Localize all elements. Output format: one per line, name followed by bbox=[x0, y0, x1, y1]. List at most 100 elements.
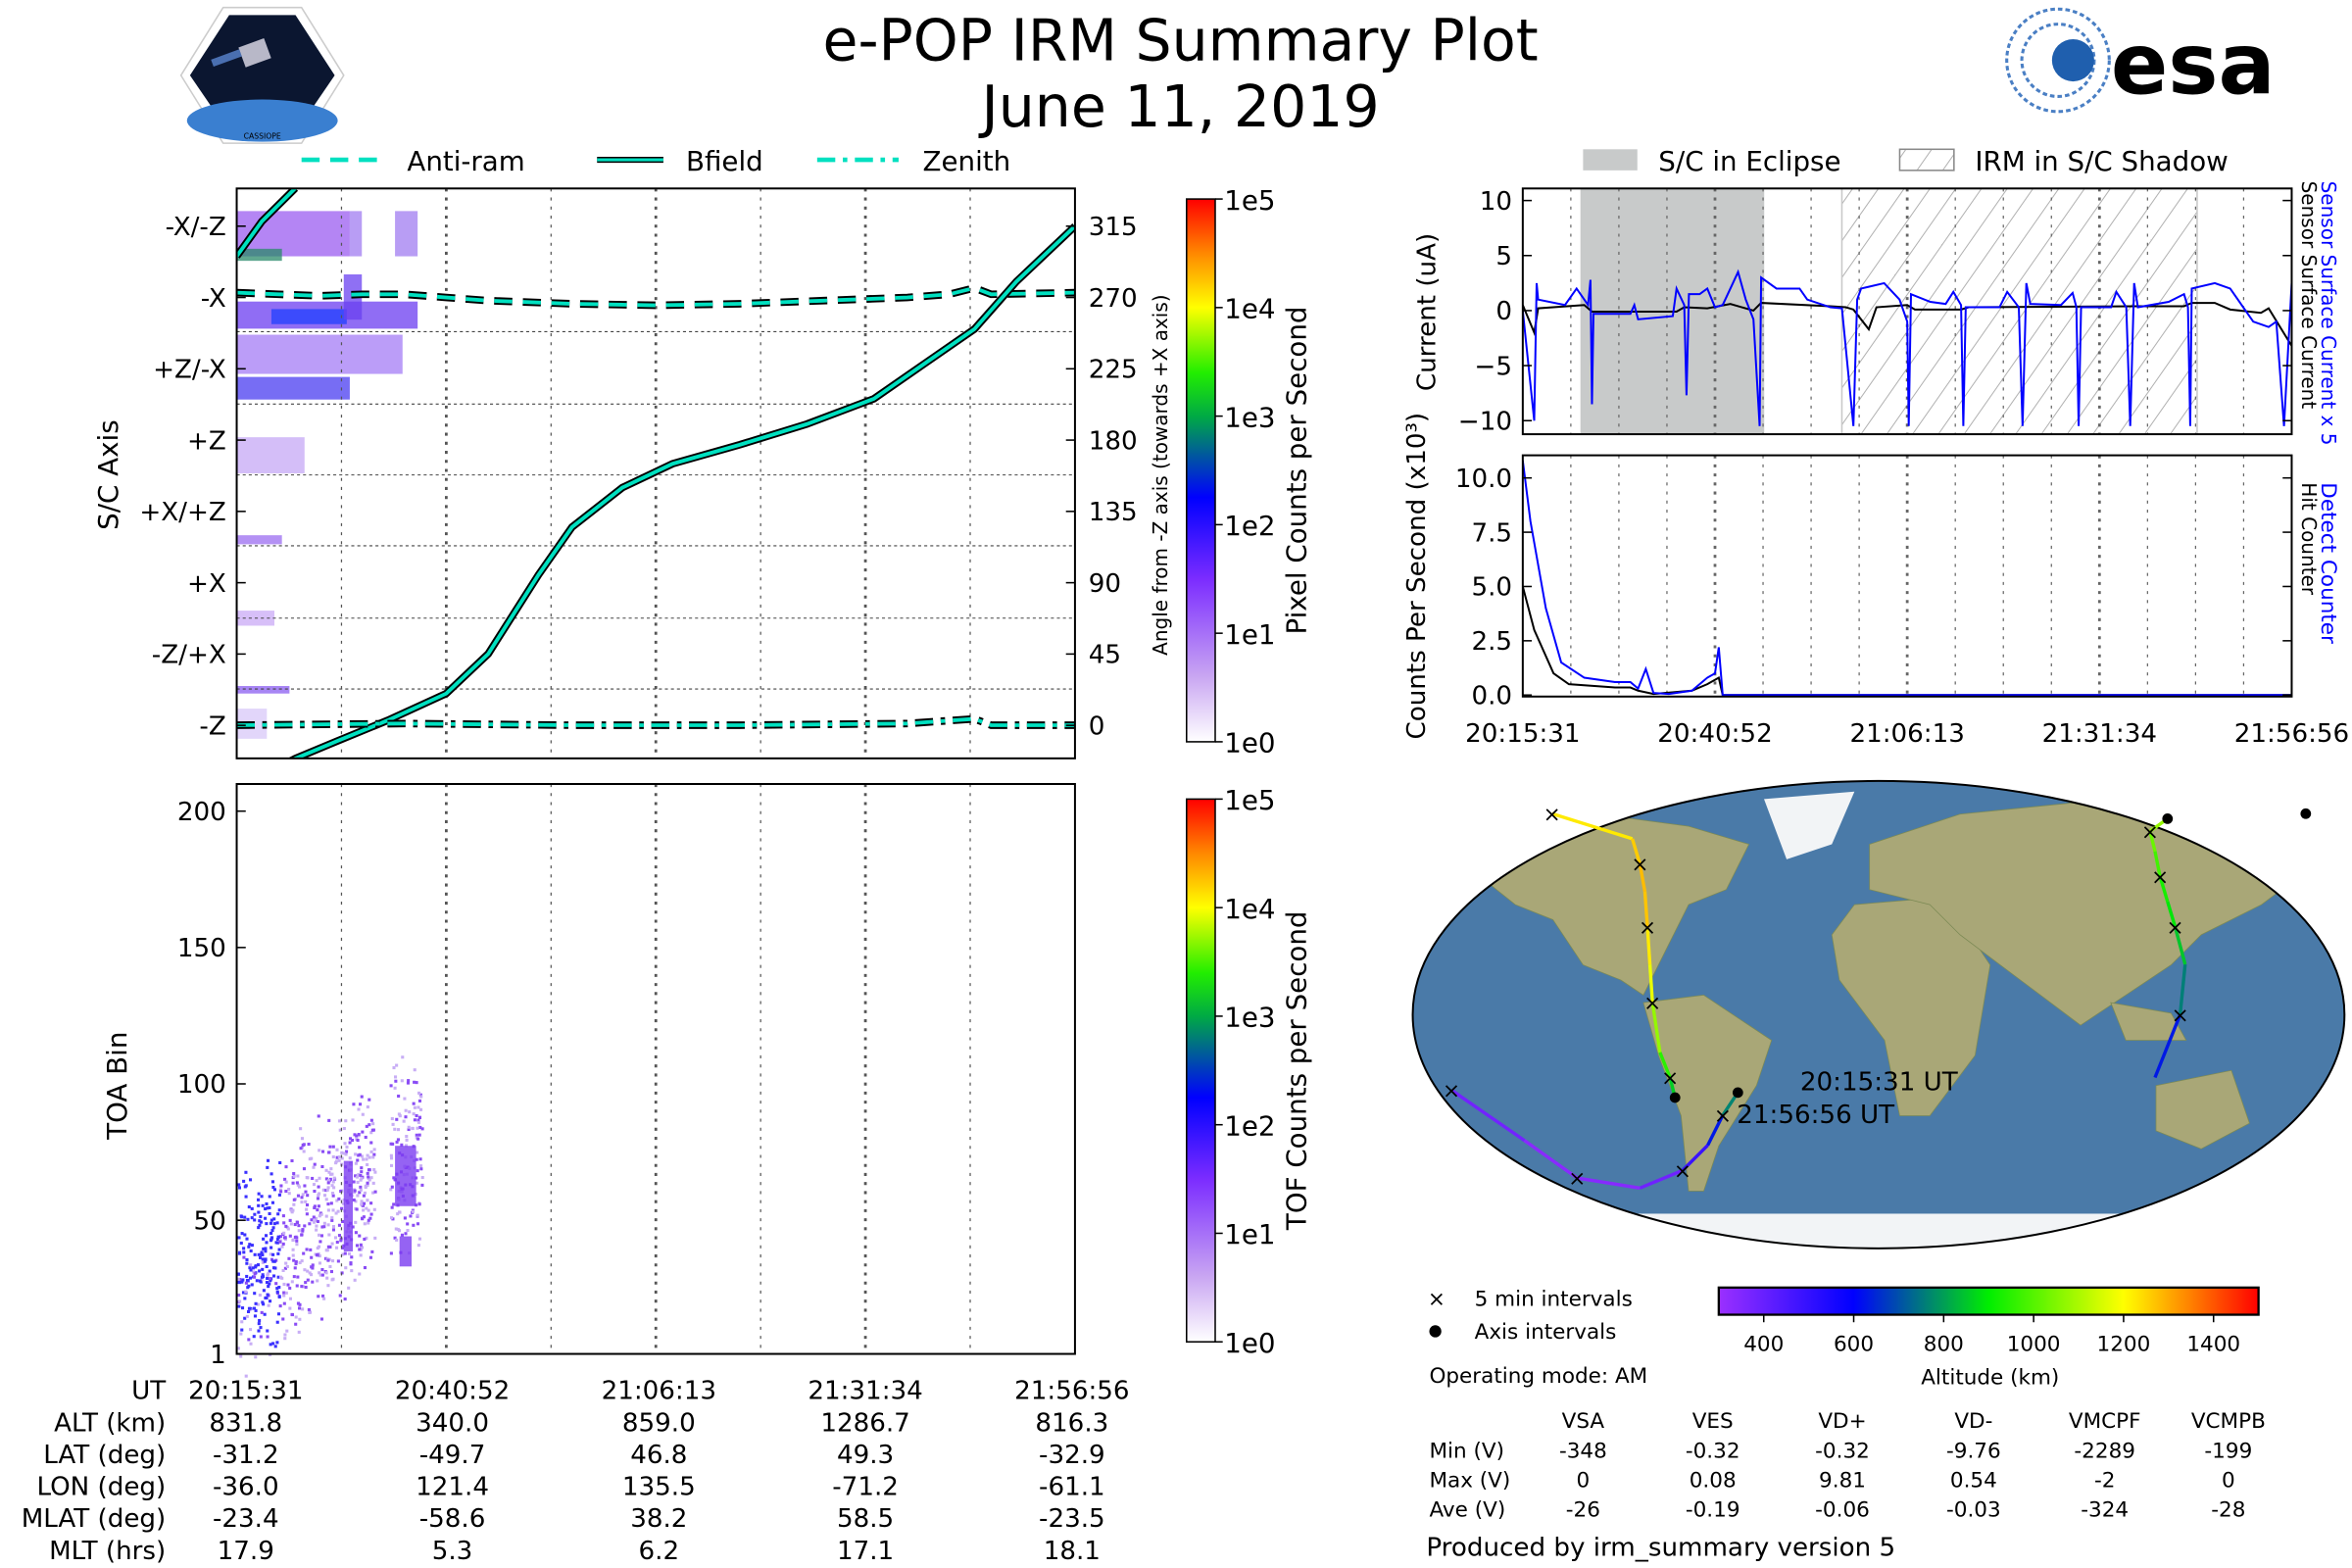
toa-count-cell bbox=[295, 1239, 299, 1243]
toa-count-cell bbox=[368, 1123, 371, 1127]
legend-anti-ram: Anti-ram bbox=[407, 145, 524, 177]
orbit-segment bbox=[2148, 830, 2157, 853]
toa-count-cell bbox=[312, 1215, 316, 1219]
toa-count-cell bbox=[393, 1086, 397, 1090]
toa-count-cell bbox=[276, 1312, 280, 1316]
toa-count-cell bbox=[278, 1304, 282, 1308]
toa-count-cell bbox=[318, 1149, 321, 1152]
ephemeris-value: -23.5 bbox=[1039, 1504, 1105, 1534]
toa-count-cell bbox=[356, 1158, 360, 1162]
toa-count-cell bbox=[390, 1185, 394, 1189]
toa-count-cell bbox=[295, 1243, 299, 1247]
toa-count-cell bbox=[353, 1189, 357, 1193]
toa-count-cell bbox=[280, 1276, 284, 1280]
stats-value: -0.32 bbox=[1815, 1440, 1870, 1464]
toa-count-cell bbox=[321, 1188, 325, 1192]
toa-count-cell bbox=[291, 1248, 295, 1251]
toa-count-cell bbox=[313, 1190, 317, 1194]
toa-count-cell bbox=[371, 1122, 375, 1126]
toa-count-cell bbox=[258, 1294, 262, 1298]
toa-count-cell bbox=[369, 1212, 373, 1216]
toa-count-cell bbox=[332, 1176, 336, 1180]
toa-count-cell bbox=[255, 1279, 259, 1283]
toa-count-cell bbox=[402, 1119, 406, 1123]
toa-count-cell bbox=[412, 1102, 416, 1105]
toa-count-cell bbox=[264, 1207, 268, 1211]
toa-count-cell bbox=[315, 1179, 318, 1183]
toa-count-cell bbox=[308, 1310, 312, 1314]
toa-count-cell bbox=[392, 1066, 396, 1070]
toa-count-cell bbox=[247, 1205, 251, 1209]
five-minute-marker: × bbox=[2166, 915, 2183, 940]
toa-count-cell bbox=[275, 1221, 279, 1225]
toa-count-cell bbox=[350, 1255, 354, 1259]
toa-count-cell bbox=[419, 1164, 423, 1168]
orbit-segment bbox=[2166, 901, 2178, 928]
toa-count-cell bbox=[324, 1177, 328, 1181]
toa-count-cell bbox=[369, 1201, 373, 1205]
toa-count-cell bbox=[418, 1157, 422, 1161]
toa-count-cell bbox=[247, 1306, 251, 1310]
toa-count-cell bbox=[357, 1107, 361, 1111]
toa-count-cell bbox=[308, 1222, 312, 1226]
dot-marker-icon bbox=[1429, 1325, 1442, 1338]
toa-count-cell bbox=[311, 1263, 315, 1267]
toa-count-cell bbox=[261, 1257, 265, 1261]
toa-count-cell bbox=[253, 1252, 257, 1256]
toa-count-cell bbox=[236, 1277, 240, 1281]
toa-count-cell bbox=[297, 1229, 301, 1233]
toa-count-cell bbox=[253, 1218, 257, 1222]
toa-count-cell bbox=[362, 1194, 366, 1198]
toa-count-cell bbox=[264, 1250, 268, 1253]
toa-count-cell bbox=[406, 1229, 410, 1233]
toa-count-cell bbox=[361, 1112, 365, 1116]
toa-count-cell bbox=[373, 1190, 377, 1194]
toa-count-cell bbox=[247, 1245, 251, 1249]
toa-count-cell bbox=[298, 1306, 302, 1310]
toa-count-cell bbox=[266, 1276, 270, 1280]
toa-count-cell bbox=[417, 1115, 421, 1119]
toa-count-cell bbox=[302, 1251, 306, 1255]
toa-count-cell bbox=[326, 1208, 330, 1212]
toa-count-cell bbox=[316, 1279, 319, 1283]
toa-count-cell bbox=[416, 1151, 419, 1154]
toa-count-cell bbox=[260, 1195, 264, 1199]
toa-count-cell bbox=[320, 1164, 324, 1168]
y-tick-label: +Z bbox=[187, 426, 226, 456]
toa-count-cell bbox=[369, 1141, 373, 1145]
orbit-segment bbox=[2158, 875, 2170, 903]
toa-count-cell bbox=[270, 1172, 273, 1176]
toa-count-cell bbox=[413, 1068, 416, 1072]
toa-count-cell bbox=[397, 1094, 401, 1098]
stats-column-header: VSA bbox=[1562, 1409, 1605, 1434]
toa-count-cell bbox=[312, 1183, 316, 1187]
toa-count-cell bbox=[238, 1299, 242, 1303]
toa-count-cell bbox=[285, 1329, 289, 1333]
toa-count-cell bbox=[306, 1269, 310, 1273]
colorbar-tick-label: 1400 bbox=[2186, 1332, 2240, 1356]
toa-count-cell bbox=[417, 1099, 421, 1102]
toa-count-cell bbox=[389, 1084, 393, 1088]
toa-count-cell bbox=[389, 1142, 393, 1146]
series-zenith bbox=[236, 716, 1075, 727]
toa-count-cell bbox=[323, 1194, 327, 1198]
toa-count-cell bbox=[243, 1233, 247, 1237]
y-tick-label: 2.5 bbox=[1471, 627, 1512, 657]
toa-count-cell bbox=[310, 1255, 314, 1259]
toa-count-cell bbox=[288, 1286, 292, 1290]
toa-count-cell bbox=[355, 1175, 359, 1179]
toa-count-cell bbox=[291, 1208, 295, 1212]
toa-count-cell bbox=[281, 1268, 285, 1272]
toa-count-cell bbox=[265, 1222, 269, 1226]
toa-count-cell bbox=[242, 1179, 246, 1183]
toa-count-cell bbox=[393, 1127, 397, 1131]
toa-count-cell bbox=[304, 1200, 308, 1203]
ephemeris-value: 859.0 bbox=[622, 1408, 696, 1438]
toa-count-cell bbox=[341, 1219, 345, 1223]
axis-interval-marker bbox=[2162, 813, 2174, 824]
y2-tick-label: 270 bbox=[1089, 284, 1138, 314]
toa-count-cell bbox=[291, 1238, 295, 1242]
toa-count-cell bbox=[368, 1168, 371, 1172]
toa-count-cell bbox=[331, 1225, 335, 1229]
toa-count-cell bbox=[343, 1298, 347, 1301]
